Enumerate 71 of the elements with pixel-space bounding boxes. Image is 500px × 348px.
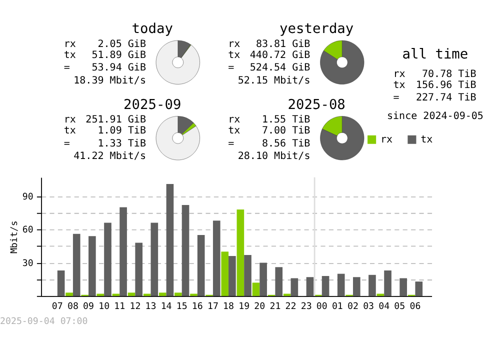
- text: 251.91 GiB: [86, 114, 146, 126]
- text: 70.78 TiB: [422, 68, 476, 80]
- text: rx: [393, 68, 406, 80]
- text: since 2024-09-05: [386, 110, 484, 122]
- text: rx: [228, 114, 240, 126]
- x-tick-label: 16: [192, 302, 203, 312]
- x-tick-label: 05: [394, 302, 406, 312]
- text: 41.22 Mbit/s: [74, 151, 146, 162]
- text: all time: [402, 46, 468, 63]
- text: rx: [64, 114, 76, 126]
- chart-title: yesterday: [280, 21, 354, 38]
- text: 28.10 Mbit/s: [238, 151, 310, 162]
- x-tick-label: 19: [238, 302, 250, 312]
- chart-title: 2025-08: [288, 96, 346, 113]
- x-tick-label: 12: [130, 302, 141, 312]
- text: =: [64, 62, 70, 74]
- x-tick-label: 02: [348, 302, 358, 312]
- x-tick-label: 13: [145, 302, 156, 312]
- text: tx: [228, 50, 240, 61]
- text: rx: [228, 38, 240, 50]
- text: rx: [64, 38, 76, 50]
- text: 1.33 TiB: [98, 138, 146, 150]
- text: 440.72 GiB: [250, 50, 310, 61]
- text: 156.96 TiB: [416, 80, 476, 91]
- x-tick-label: 11: [114, 302, 126, 312]
- legend-label: tx: [420, 134, 433, 146]
- chart-title: today: [132, 21, 173, 38]
- x-tick-label: 04: [378, 302, 390, 312]
- x-tick-label: 14: [160, 302, 172, 312]
- text: =: [228, 138, 234, 150]
- text: 1.55 TiB: [262, 114, 310, 126]
- y-tick-label: 60: [22, 226, 34, 236]
- x-tick-label: 21: [270, 302, 281, 312]
- text: 2.05 GiB: [98, 38, 146, 50]
- x-tick-label: 03: [363, 302, 374, 312]
- y-axis-title: Mbit/s: [10, 220, 20, 254]
- text: =: [64, 138, 70, 150]
- text: 52.15 Mbit/s: [238, 75, 310, 86]
- x-tick-label: 17: [207, 302, 218, 312]
- x-tick-label: 01: [332, 302, 343, 312]
- x-tick-label: 06: [410, 302, 421, 312]
- legend-label: rx: [380, 134, 393, 146]
- text: 8.56 TiB: [262, 138, 310, 150]
- x-tick-label: 00: [316, 302, 328, 312]
- text: tx: [393, 80, 406, 91]
- x-tick-label: 22: [285, 302, 296, 312]
- text: 7.00 TiB: [262, 126, 310, 137]
- text: 53.94 GiB: [92, 62, 146, 74]
- text: 227.74 TiB: [416, 92, 476, 104]
- text: tx: [64, 126, 76, 137]
- text: tx: [64, 50, 76, 61]
- x-tick-label: 23: [300, 302, 312, 312]
- text: 18.39 Mbit/s: [74, 75, 146, 86]
- x-tick-label: 20: [254, 302, 266, 312]
- text: 2025-09-04 07:00: [0, 317, 88, 328]
- text: =: [228, 62, 234, 74]
- y-tick-label: 90: [22, 192, 34, 202]
- text: tx: [228, 126, 240, 137]
- text: =: [393, 92, 400, 104]
- x-tick-label: 07: [52, 302, 63, 312]
- text: 51.89 GiB: [92, 50, 146, 61]
- x-tick-label: 15: [176, 302, 188, 312]
- x-tick-label: 18: [223, 302, 234, 312]
- text: 1.09 TiB: [98, 126, 146, 137]
- x-tick-label: 09: [83, 302, 94, 312]
- chart-title: 2025-09: [124, 96, 182, 113]
- x-tick-label: 10: [98, 302, 110, 312]
- text: 524.54 GiB: [250, 62, 310, 74]
- x-tick-label: 08: [67, 302, 78, 312]
- y-tick-label: 30: [22, 258, 34, 269]
- text: 83.81 GiB: [256, 38, 310, 50]
